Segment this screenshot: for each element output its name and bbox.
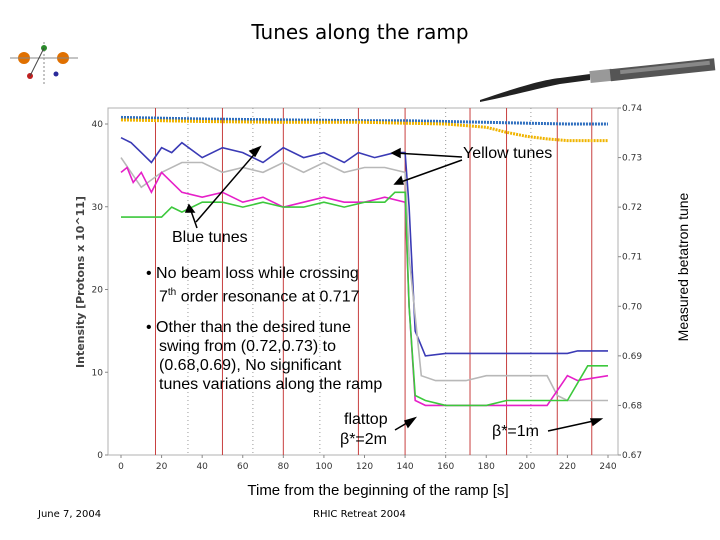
y-right-tick-label-1: 0.68 xyxy=(622,401,642,411)
annotation-arrows xyxy=(184,145,604,432)
series-layer xyxy=(120,115,609,407)
footer-event: RHIC Retreat 2004 xyxy=(313,509,406,520)
vertical-markers xyxy=(154,108,593,455)
bullet2-line1: • Other than the desired tune xyxy=(146,319,351,336)
x-tick-label-4: 80 xyxy=(278,462,290,472)
bullet1-line2-sup: th xyxy=(167,287,177,298)
bullet2-line4: tunes variations along the ramp xyxy=(159,376,383,393)
y-axis-label-right: Measured betatron tune xyxy=(675,192,691,341)
beta-1m-label: β*=1m xyxy=(492,423,539,440)
y-right-tick-label-6: 0.73 xyxy=(622,154,642,164)
bullet2-line2: swing from (0.72,0.73) to xyxy=(159,338,336,355)
bullet1-line2-post: order resonance at 0.717 xyxy=(176,288,360,306)
y-axis-label-left: Intensity [Protons x 10^11] xyxy=(74,196,87,368)
flattop-line1: flattop xyxy=(344,411,388,428)
yellow-tunes-label: Yellow tunes xyxy=(463,145,553,162)
bullet2-line3: (0.68,0.69), No significant xyxy=(159,357,342,374)
rhic-logo-icon xyxy=(10,42,78,86)
y-right-tick-label-0: 0.67 xyxy=(622,451,642,461)
y-right-tick-label-7: 0.74 xyxy=(622,104,642,114)
bullet-tune-swing: • Other than the desired tune swing from… xyxy=(146,318,382,394)
x-tick-label-8: 160 xyxy=(437,462,454,472)
footer-date: June 7, 2004 xyxy=(38,509,102,520)
x-tick-label-6: 120 xyxy=(356,462,373,472)
x-tick-label-3: 60 xyxy=(237,462,249,472)
x-tick-label-7: 140 xyxy=(396,462,413,472)
y-left-tick-label-4: 40 xyxy=(92,120,104,130)
x-tick-label-2: 40 xyxy=(196,462,208,472)
bullet1-line2-pre: 7 xyxy=(159,288,168,306)
x-tick-label-10: 200 xyxy=(518,462,535,472)
series-blue-intensity xyxy=(120,115,608,126)
series-yellow-intensity xyxy=(120,118,608,143)
axis-ticks: 0 20 40 60 80 100 120 140 160 180 200 220 240 0 10 20 30… xyxy=(92,104,643,472)
series-blue-vertical-tune xyxy=(120,157,608,402)
y-right-tick-label-2: 0.69 xyxy=(622,352,642,362)
y-right-tick-label-3: 0.70 xyxy=(622,302,642,312)
y-left-tick-label-1: 10 xyxy=(92,368,104,378)
x-tick-label-11: 220 xyxy=(559,462,576,472)
x-tick-label-1: 20 xyxy=(156,462,168,472)
series-blue-horizontal-tune xyxy=(120,136,608,357)
series-yellow-vertical-tune xyxy=(121,191,608,407)
plot-area xyxy=(107,107,619,456)
y-right-tick-label-4: 0.71 xyxy=(622,253,642,263)
bullet1-line1: • No beam loss while crossing xyxy=(146,265,359,282)
x-tick-label-9: 180 xyxy=(478,462,495,472)
x-tick-label-0: 0 xyxy=(118,462,124,472)
y-left-tick-label-3: 30 xyxy=(92,203,104,213)
x-tick-label-12: 240 xyxy=(599,462,616,472)
y-left-tick-label-2: 20 xyxy=(92,286,104,296)
x-tick-label-5: 100 xyxy=(315,462,332,472)
blue-tunes-label: Blue tunes xyxy=(172,229,248,246)
paintbrush-icon xyxy=(480,58,716,102)
bullet1-line2: 7th order resonance at 0.717 xyxy=(146,283,359,306)
x-axis-label: Time from the beginning of the ramp [s] xyxy=(247,482,508,499)
flattop-line2: β*=2m xyxy=(340,431,387,448)
y-left-tick-label-0: 0 xyxy=(97,451,103,461)
flattop-label: flattop β*=2m xyxy=(340,410,388,450)
slide-title: Tunes along the ramp xyxy=(251,20,469,44)
bullet-no-beam-loss: • No beam loss while crossing 7th order … xyxy=(146,264,359,306)
y-right-tick-label-5: 0.72 xyxy=(622,203,642,213)
